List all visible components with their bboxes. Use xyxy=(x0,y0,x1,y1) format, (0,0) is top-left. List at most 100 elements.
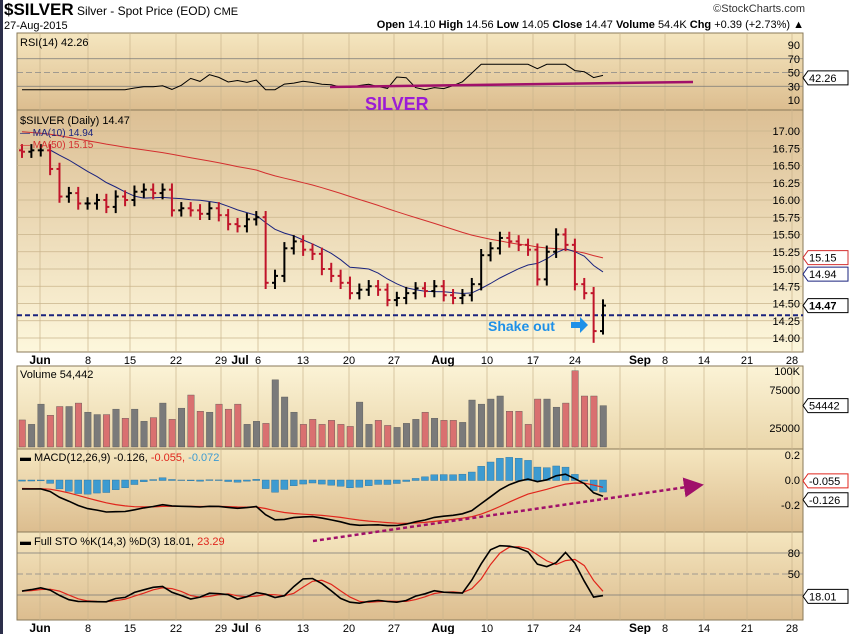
macd-histogram-bar xyxy=(411,478,420,481)
volume-bar xyxy=(496,395,504,448)
volume-bar xyxy=(243,424,251,448)
x-axis-label: 8 xyxy=(85,355,91,367)
x-axis-label: 17 xyxy=(527,355,539,367)
macd-histogram-bar xyxy=(439,474,448,481)
x-axis-label: Jun xyxy=(29,621,50,634)
rsi-tick-label: 50 xyxy=(788,68,800,80)
x-axis-label: 6 xyxy=(255,623,261,634)
macd-histogram-bar xyxy=(505,457,513,481)
x-axis-label: 27 xyxy=(388,355,400,367)
macd-histogram-bar xyxy=(430,474,439,481)
close-label: Close xyxy=(552,19,583,31)
sto-tick-label: 80 xyxy=(788,548,800,560)
macd-histogram-bar xyxy=(308,479,317,484)
rsi-tick-label: 90 xyxy=(788,40,800,52)
sto-tick-label: 50 xyxy=(788,569,800,581)
chg-value: +0.39 (+2.73%) xyxy=(714,19,791,31)
ma50-value-tag-box xyxy=(802,250,849,266)
volume-bar xyxy=(365,424,373,448)
volume-bar xyxy=(431,418,439,448)
macd-histogram-bar xyxy=(186,479,195,481)
macd-histogram-bar xyxy=(149,479,157,481)
shake-out-annotation: Shake out xyxy=(488,318,555,334)
volume-bar xyxy=(581,395,588,448)
sto-k-tag-box xyxy=(802,588,849,604)
volume-bar xyxy=(515,411,523,448)
macd-histogram-bar xyxy=(318,479,326,485)
volume-bar xyxy=(487,398,495,448)
macd-histogram-bar xyxy=(140,479,148,482)
macd-histogram-bar xyxy=(449,474,457,481)
volume-bar xyxy=(477,403,485,448)
volume-bar xyxy=(309,419,317,448)
price-tick-label: 15.00 xyxy=(772,264,800,276)
sto-d-line xyxy=(21,546,604,603)
macd-histogram-bar xyxy=(365,479,373,486)
macd-histogram-bar xyxy=(533,466,542,481)
x-axis-label: 8 xyxy=(662,623,668,634)
price-tick-label: 15.25 xyxy=(772,247,800,259)
macd-hist-value-label: -0.072 xyxy=(188,452,219,464)
volume-bar xyxy=(506,411,513,448)
volume-bar xyxy=(403,423,410,448)
x-axis-label: 28 xyxy=(786,623,798,634)
ma10-label: — MA(10) 14.94 xyxy=(20,128,94,139)
macd-histogram-bar xyxy=(580,479,588,482)
x-axis-label: 15 xyxy=(124,355,136,367)
volume-bar xyxy=(599,405,607,448)
right-arrow-icon xyxy=(571,317,588,333)
volume-bar xyxy=(206,411,214,448)
macd-value-tag-box xyxy=(802,492,849,508)
x-axis-label: 15 xyxy=(124,623,136,634)
volume-bar xyxy=(318,424,326,448)
price-tick-label: 14.00 xyxy=(772,333,800,345)
volume-value: 54.4K xyxy=(657,19,687,31)
price-tick-label: 17.00 xyxy=(772,126,800,138)
volume-bar xyxy=(440,420,448,448)
macd-histogram-bar xyxy=(496,458,504,481)
x-axis-label: 8 xyxy=(662,355,668,367)
volume-bar xyxy=(215,403,223,448)
rsi-line xyxy=(22,63,604,91)
macd-histogram-bar xyxy=(486,461,495,481)
x-axis-label: 10 xyxy=(481,623,493,634)
macd-histogram-bar xyxy=(468,471,476,481)
low-label: Low xyxy=(496,19,519,31)
x-axis-label: 29 xyxy=(215,355,227,367)
high-value: 14.56 xyxy=(466,19,494,31)
rsi-value-tag-box xyxy=(802,70,849,86)
volume-bar xyxy=(374,420,382,448)
volume-bar xyxy=(93,414,101,448)
price-tick-label: 16.00 xyxy=(772,195,800,207)
x-axis-label: 27 xyxy=(388,623,400,634)
macd-histogram-bar xyxy=(402,479,410,482)
instrument-name: Silver - Spot Price (EOD) xyxy=(76,4,211,18)
volume-bar xyxy=(449,420,457,448)
x-axis-label: 20 xyxy=(343,623,355,634)
chart-date: 27-Aug-2015 xyxy=(4,20,68,32)
volume-bar xyxy=(65,406,73,448)
sto-label: ▬ Full STO %K(14,3) %D(3) 18.01, 23.29 xyxy=(20,536,225,548)
volume-bar xyxy=(84,411,92,448)
volume-bar xyxy=(234,403,242,448)
macd-histogram-bar xyxy=(336,479,345,487)
volume-bar xyxy=(178,407,186,448)
close-value: 14.47 xyxy=(585,19,613,31)
volume-bar xyxy=(103,414,111,448)
macd-signal-value-label: -0.055, xyxy=(151,452,188,464)
volume-bar xyxy=(346,426,354,448)
macd-histogram-bar xyxy=(130,479,139,485)
volume-bar xyxy=(224,408,232,448)
macd-histogram-bar xyxy=(37,479,45,482)
macd-histogram-bar xyxy=(121,479,129,488)
volume-bar xyxy=(524,424,532,448)
x-axis-label: Sep xyxy=(629,621,651,634)
volume-bar xyxy=(299,424,307,448)
volume-bar xyxy=(468,399,476,448)
macd-histogram-bar xyxy=(74,479,82,494)
sto-k-line xyxy=(21,544,604,605)
price-tick-label: 16.50 xyxy=(772,161,800,173)
volume-bar xyxy=(149,417,157,448)
volume-bar xyxy=(140,421,148,448)
